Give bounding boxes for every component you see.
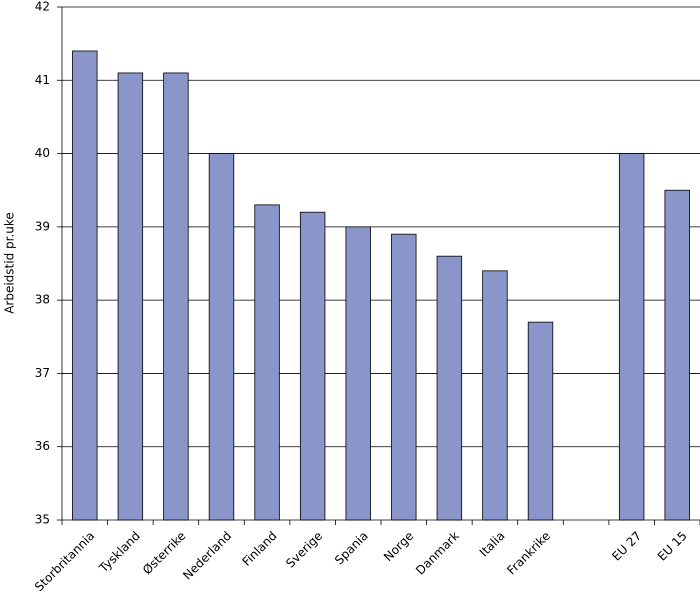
x-tick-label: Nederland: [180, 529, 234, 583]
x-tick-label: Danmark: [413, 529, 462, 578]
y-tick-label: 39: [35, 219, 50, 233]
bar: [72, 50, 98, 521]
x-tick-label: Tyskland: [96, 529, 143, 576]
bar: [254, 204, 280, 521]
y-tick-label: 40: [35, 146, 50, 160]
x-tick-label: Storbritannia: [32, 529, 97, 594]
y-tick-label: 42: [35, 0, 50, 14]
bar: [345, 226, 371, 521]
y-axis-label: Arbeidstid pr.uke: [3, 212, 17, 314]
bar: [117, 72, 144, 521]
y-tick-label: 38: [35, 293, 50, 307]
x-tick-label: Sverige: [283, 529, 325, 571]
y-tick-label: 35: [35, 513, 50, 527]
bar: [391, 233, 417, 521]
bar: [482, 270, 508, 521]
x-tick-label: Spania: [332, 529, 371, 568]
y-tick-label: 36: [35, 439, 50, 453]
x-tick-label: Norge: [381, 529, 416, 564]
bar: [208, 153, 235, 521]
x-tick-label: Italia: [477, 529, 508, 560]
bar: [527, 321, 554, 521]
x-tick-label: Østerrike: [140, 529, 189, 578]
bar: [436, 255, 463, 521]
bar: [299, 211, 326, 521]
x-tick-label: EU 27: [609, 529, 644, 564]
bar: [664, 189, 690, 521]
y-tick-label: 37: [35, 366, 50, 380]
x-tick-label: EU 15: [655, 529, 690, 564]
x-tick-label: Finland: [239, 529, 279, 569]
bar: [618, 153, 645, 521]
y-tick-label: 41: [35, 73, 50, 87]
bar: [163, 72, 189, 521]
x-tick-label: Frankrike: [504, 529, 553, 578]
